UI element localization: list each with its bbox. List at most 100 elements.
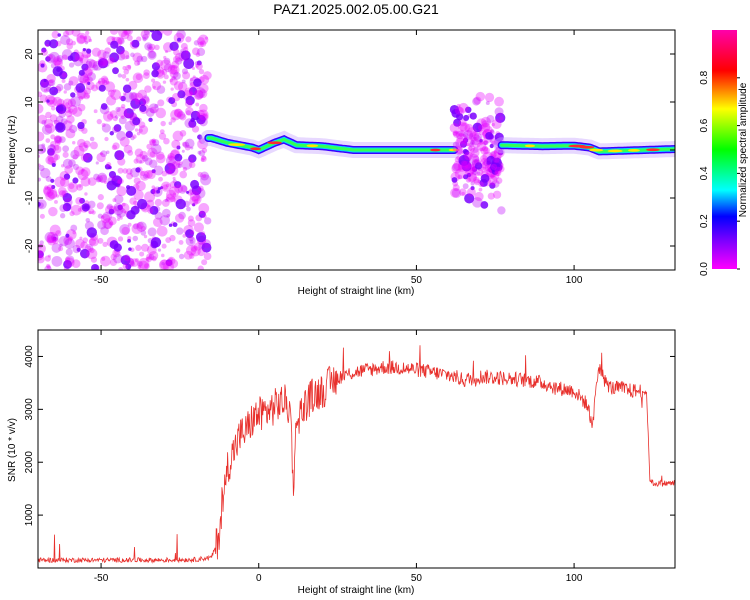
heatmap-cell (141, 55, 148, 63)
heatmap-cell (85, 218, 91, 223)
heatmap-cell (467, 146, 473, 151)
heatmap-cell (68, 159, 76, 167)
heatmap-cell (47, 144, 57, 154)
heatmap-cell (62, 158, 73, 169)
heatmap-cell (39, 213, 45, 219)
heatmap-cell (38, 163, 41, 167)
heatmap-cell (489, 143, 494, 149)
heatmap-cell (38, 131, 45, 142)
heatmap-cell (165, 193, 175, 203)
heatmap-cell (61, 54, 68, 61)
heatmap-cell (132, 235, 139, 242)
heatmap-cell (172, 179, 177, 184)
heatmap-cell (141, 154, 149, 162)
heatmap-cell (145, 256, 150, 261)
snr-x-axis-label: Height of straight line (km) (298, 585, 415, 596)
heatmap-cell (72, 163, 79, 170)
heatmap-cell (62, 192, 73, 203)
heatmap-cell (132, 52, 143, 63)
heatmap-cell (119, 136, 130, 147)
heatmap-cell (75, 83, 86, 93)
heatmap-cell (193, 199, 199, 204)
heatmap-cell (463, 114, 470, 122)
heatmap-cell (478, 181, 484, 188)
heatmap-cell (172, 176, 176, 180)
heatmap-cell (114, 194, 124, 204)
heatmap-cell (83, 140, 91, 148)
heatmap-cell (157, 248, 162, 252)
heatmap-cell (163, 74, 169, 80)
heatmap-cell (481, 120, 489, 128)
snr-x-ticks: -50 0 50 100 (94, 330, 583, 584)
heatmap-cell (111, 144, 118, 151)
heatmap-cell (78, 184, 82, 188)
heatmap-cell (84, 192, 88, 196)
snr-x-tick-label: 0 (256, 573, 262, 584)
heatmap-cell (199, 211, 203, 215)
heatmap-cell (72, 106, 83, 117)
heatmap-cell (68, 80, 74, 86)
heatmap-cell (120, 103, 126, 109)
heatmap-cell (203, 71, 212, 80)
heatmap-cell (185, 36, 192, 43)
heatmap-cell (77, 103, 86, 112)
heatmap-cell (133, 200, 138, 205)
heatmap-cell (169, 41, 179, 52)
heatmap-cell (194, 61, 199, 66)
heatmap-cell (158, 132, 167, 140)
heatmap-cell (107, 56, 115, 65)
heatmap-cell (495, 112, 506, 124)
heatmap-cell (163, 55, 167, 60)
heatmap-cell (150, 237, 162, 248)
heatmap-cell (199, 117, 208, 127)
heatmap-cell (38, 103, 44, 114)
heatmap-cell (72, 244, 81, 254)
heatmap-cell (197, 171, 203, 178)
heatmap-cell (146, 253, 153, 260)
heatmap-cell (473, 158, 481, 165)
heatmap-cell (144, 85, 152, 93)
heatmap-cell (174, 213, 185, 223)
heatmap-cell (125, 263, 132, 270)
heatmap-cell (52, 144, 62, 154)
heatmap-cell (51, 162, 56, 167)
heatmap-cell (168, 223, 173, 227)
heatmap-cell (183, 250, 193, 260)
heatmap-cell (149, 205, 159, 215)
heatmap-cell (117, 73, 122, 78)
heatmap-cell (167, 159, 177, 169)
heatmap-cell (175, 198, 186, 210)
heatmap-cell (39, 78, 50, 88)
heatmap-cell (95, 176, 102, 183)
heatmap-cell (51, 106, 56, 111)
heatmap-cell (470, 181, 475, 186)
heatmap-cell (56, 55, 64, 63)
heatmap-cell (82, 47, 87, 52)
heatmap-cell (38, 255, 45, 264)
heatmap-cell (41, 119, 47, 125)
heatmap-cell (115, 106, 121, 113)
heatmap-cell (133, 177, 141, 185)
spectrogram-x-axis-label: Height of straight line (km) (298, 286, 415, 297)
heatmap-cell (472, 122, 483, 133)
heatmap-cell (65, 128, 76, 139)
heatmap-cell (199, 83, 209, 94)
heatmap-cell (455, 146, 464, 154)
heatmap-cell (142, 72, 150, 79)
heatmap-cell (133, 158, 139, 164)
heatmap-cell (481, 122, 491, 132)
heatmap-cell (165, 259, 173, 267)
heatmap-cell (168, 121, 173, 126)
heatmap-cell (100, 213, 111, 224)
snr-y-tick-label: 4000 (24, 345, 35, 368)
heatmap-cell (146, 143, 153, 150)
heatmap-cell (129, 197, 137, 205)
heatmap-cell (84, 41, 89, 45)
heatmap-cell (185, 235, 196, 246)
heatmap-cell (138, 260, 149, 270)
heatmap-cell (87, 76, 93, 83)
heatmap-cell (62, 151, 69, 158)
heatmap-cell (197, 138, 208, 150)
heatmap-cell (86, 248, 98, 260)
heatmap-cell (78, 54, 89, 64)
